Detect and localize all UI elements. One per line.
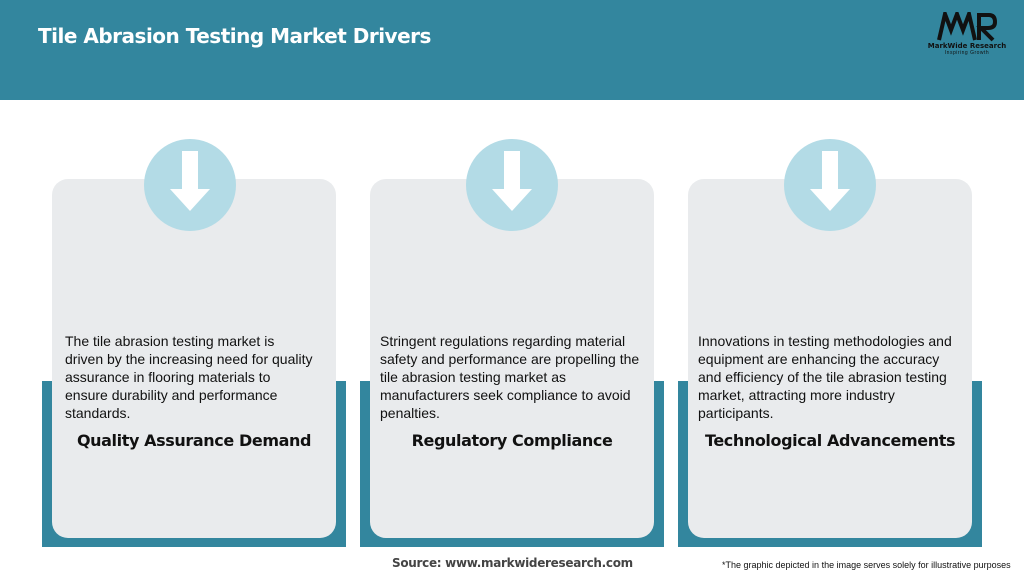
source-text: Source: www.markwideresearch.com	[392, 556, 633, 570]
driver-card-quality: Quality Assurance Demand The tile abrasi…	[52, 179, 336, 538]
arrow-down-icon	[784, 139, 876, 231]
driver-card-technology: Technological Advancements Innovations i…	[688, 179, 972, 538]
card-body: Innovations in testing methodologies and…	[698, 333, 952, 421]
header-banner: Tile Abrasion Testing Market Drivers Mar…	[0, 0, 1024, 100]
logo-name: MarkWide Research	[927, 42, 1007, 50]
logo: MarkWide Research Inspiring Growth	[922, 12, 1012, 56]
logo-tagline: Inspiring Growth	[944, 50, 990, 56]
card-heading: Regulatory Compliance	[411, 431, 613, 450]
card-body: Stringent regulations regarding material…	[380, 333, 640, 421]
card-body: The tile abrasion testing market is driv…	[65, 333, 313, 421]
disclaimer-note: *The graphic depicted in the image serve…	[722, 560, 1011, 570]
card-heading: Quality Assurance Demand	[76, 431, 312, 450]
page-title: Tile Abrasion Testing Market Drivers	[38, 24, 431, 48]
arrow-down-icon	[144, 139, 236, 231]
mwr-logo-icon	[937, 12, 997, 42]
card-heading: Technological Advancements	[704, 431, 956, 450]
arrow-down-icon	[466, 139, 558, 231]
driver-card-regulatory: Regulatory Compliance Stringent regulati…	[370, 179, 654, 538]
